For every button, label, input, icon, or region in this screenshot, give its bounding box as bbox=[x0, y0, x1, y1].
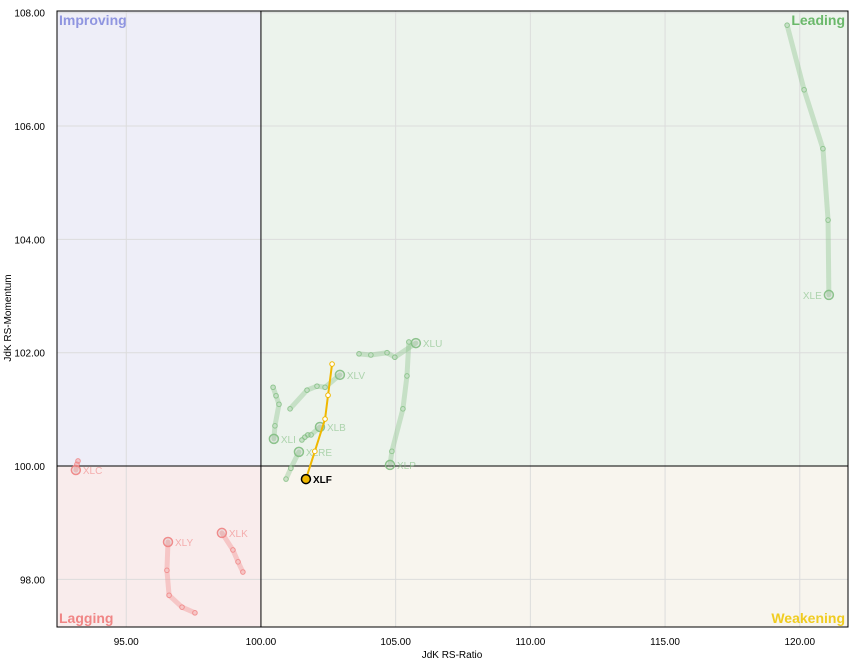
tail-point bbox=[392, 354, 398, 361]
tail-point bbox=[384, 349, 390, 356]
head-point bbox=[293, 446, 305, 458]
tail-point bbox=[325, 392, 331, 399]
tail-point bbox=[272, 423, 278, 429]
tail-line bbox=[356, 340, 419, 360]
tail-point bbox=[230, 547, 236, 553]
series-label: XLB bbox=[327, 423, 346, 434]
tail-line bbox=[784, 22, 832, 298]
series-label: XLP bbox=[397, 461, 416, 472]
head-point bbox=[268, 433, 280, 445]
tail-line bbox=[270, 384, 282, 442]
tail-point bbox=[389, 448, 395, 455]
tail-point bbox=[270, 384, 276, 391]
tail-point bbox=[288, 465, 294, 472]
head-point bbox=[410, 337, 422, 349]
tail-xli: XLI bbox=[268, 384, 296, 446]
tail-point bbox=[784, 22, 790, 28]
tail-xlp: XLP bbox=[384, 339, 416, 472]
tail-point bbox=[314, 383, 320, 389]
tail-point bbox=[825, 217, 831, 223]
head-point bbox=[300, 473, 312, 485]
quadrant-label-weakening: Weakening bbox=[771, 610, 845, 626]
tail-point bbox=[240, 569, 246, 575]
tail-point bbox=[299, 437, 305, 443]
y-tick-label: 108.00 bbox=[14, 9, 45, 20]
y-tick-label: 104.00 bbox=[14, 235, 45, 246]
x-tick-label: 100.00 bbox=[246, 637, 277, 648]
tail-line bbox=[164, 539, 198, 616]
tail-point bbox=[273, 392, 279, 399]
tail-line bbox=[219, 530, 246, 575]
quadrant-improving bbox=[57, 11, 261, 467]
tail-xlre: XLRE bbox=[283, 446, 332, 482]
tail-xle: XLE bbox=[784, 22, 835, 302]
x-tick-label: 105.00 bbox=[380, 637, 411, 648]
y-tick-label: 100.00 bbox=[14, 462, 45, 473]
tail-point bbox=[192, 610, 198, 616]
tail-point bbox=[74, 461, 80, 468]
series-label: XLK bbox=[229, 529, 248, 540]
tail-point bbox=[400, 406, 406, 412]
head-point bbox=[823, 289, 835, 301]
x-axis-label: JdK RS-Ratio bbox=[422, 650, 483, 661]
tail-point bbox=[322, 384, 328, 391]
tail-point bbox=[406, 339, 412, 345]
plot-border bbox=[56, 10, 849, 628]
series-label: XLI bbox=[281, 435, 296, 446]
quadrant-label-leading: Leading bbox=[791, 12, 845, 28]
tail-point bbox=[287, 406, 293, 412]
tail-line bbox=[283, 449, 302, 482]
tail-point bbox=[820, 145, 826, 152]
tail-line bbox=[387, 339, 412, 468]
head-point bbox=[216, 527, 228, 539]
quadrant-weakening bbox=[260, 466, 848, 627]
y-tick-label: 98.00 bbox=[20, 575, 45, 586]
tail-point bbox=[304, 387, 310, 393]
series-label: XLV bbox=[347, 371, 365, 382]
tail-point bbox=[329, 361, 335, 367]
head-point bbox=[334, 369, 346, 381]
tail-xlf: XLF bbox=[300, 361, 335, 486]
y-tick-label: 102.00 bbox=[14, 349, 45, 360]
quadrant-leading bbox=[260, 11, 848, 467]
series-label: XLY bbox=[175, 538, 193, 549]
head-point bbox=[70, 464, 82, 476]
series-label: XLE bbox=[803, 291, 822, 302]
series-label: XLC bbox=[83, 466, 102, 477]
series-label: XLRE bbox=[306, 448, 332, 459]
quadrant-lagging bbox=[57, 466, 261, 627]
tail-point bbox=[166, 592, 172, 599]
tail-point bbox=[276, 401, 282, 408]
y-tick-label: 106.00 bbox=[14, 122, 45, 133]
tail-point bbox=[356, 351, 362, 357]
tail-xlu: XLU bbox=[356, 337, 442, 361]
x-tick-label: 95.00 bbox=[114, 637, 139, 648]
series-label: XLF bbox=[313, 475, 332, 486]
y-axis-label: JdK RS-Momentum bbox=[3, 274, 14, 361]
head-point bbox=[384, 459, 396, 471]
tail-point bbox=[179, 604, 185, 610]
quadrant-label-lagging: Lagging bbox=[59, 610, 113, 626]
tail-point bbox=[283, 476, 289, 482]
tail-point bbox=[312, 448, 318, 455]
series-label: XLU bbox=[423, 339, 442, 350]
head-point bbox=[162, 536, 174, 548]
tail-point bbox=[308, 432, 314, 438]
tail-point bbox=[801, 86, 807, 93]
tail-point bbox=[164, 567, 170, 574]
tail-point bbox=[368, 352, 374, 358]
tail-point bbox=[305, 432, 311, 438]
tail-xly: XLY bbox=[162, 536, 198, 616]
tail-xlk: XLK bbox=[216, 527, 248, 575]
quadrant-label-improving: Improving bbox=[59, 12, 127, 28]
x-tick-label: 115.00 bbox=[650, 637, 680, 648]
tail-point bbox=[322, 416, 328, 422]
x-tick-label: 110.00 bbox=[515, 637, 545, 648]
x-tick-label: 120.00 bbox=[784, 637, 815, 648]
tail-point bbox=[404, 373, 410, 379]
tail-point bbox=[235, 559, 241, 565]
tail-point bbox=[75, 458, 81, 464]
tail-xlc: XLC bbox=[70, 458, 102, 477]
